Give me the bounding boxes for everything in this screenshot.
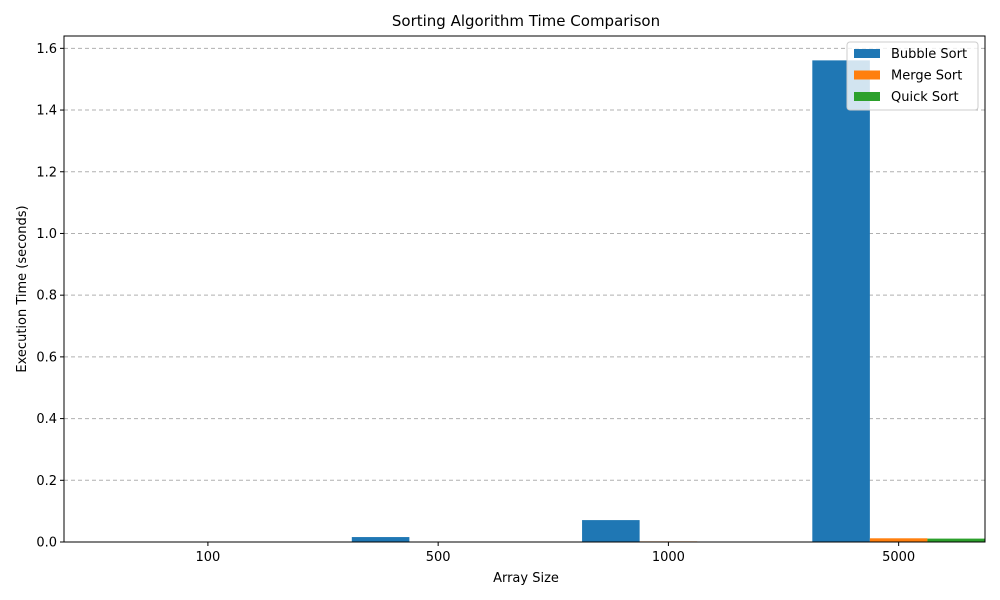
y-tick-label: 0.0 xyxy=(36,536,57,551)
plot-frame xyxy=(63,35,986,543)
legend-swatch xyxy=(854,92,880,101)
bar-quick-sort xyxy=(927,538,985,542)
chart-title: Sorting Algorithm Time Comparison xyxy=(392,12,660,30)
legend-label: Bubble Sort xyxy=(891,47,967,62)
legend-label: Merge Sort xyxy=(891,69,962,84)
y-axis: 0.0 0.2 0.4 0.6 0.8 1.0 1.2 1.4 1.6 xyxy=(36,42,64,551)
y-tick-label: 1.0 xyxy=(36,227,57,242)
x-tick-label: 100 xyxy=(195,550,220,565)
bar-bubble-sort xyxy=(351,537,410,542)
x-tick-label: 5000 xyxy=(882,550,915,565)
y-tick-label: 0.6 xyxy=(36,350,57,365)
y-tick-label: 1.6 xyxy=(36,42,57,57)
x-axis: 100 500 1000 5000 xyxy=(195,542,915,565)
bars-layer xyxy=(121,60,985,542)
y-axis-title: Execution Time (seconds) xyxy=(15,205,30,372)
bar-bubble-sort xyxy=(812,60,870,542)
y-tick-label: 0.8 xyxy=(36,289,57,304)
legend-swatch xyxy=(854,70,880,80)
y-tick-label: 1.4 xyxy=(36,104,57,119)
bar-bubble-sort xyxy=(582,520,640,542)
x-tick-label: 1000 xyxy=(652,550,685,565)
y-tick-label: 1.2 xyxy=(36,165,57,180)
x-tick-label: 500 xyxy=(426,550,451,565)
y-tick-label: 0.2 xyxy=(36,474,57,489)
y-tick-label: 0.4 xyxy=(36,412,57,427)
x-axis-title: Array Size xyxy=(493,571,559,586)
bar-merge-sort xyxy=(869,538,928,542)
legend: Bubble Sort Merge Sort Quick Sort xyxy=(846,41,979,111)
legend-label: Quick Sort xyxy=(891,90,959,105)
legend-swatch xyxy=(854,49,880,58)
